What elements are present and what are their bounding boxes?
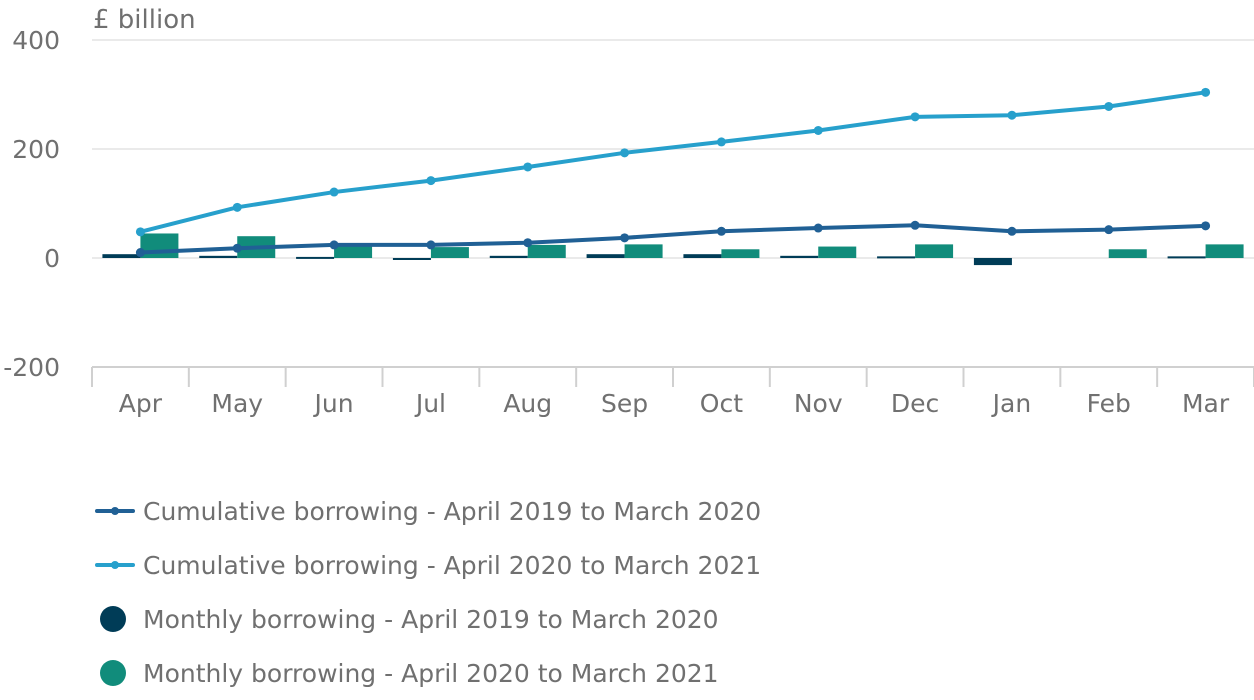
legend-circle-marker — [95, 605, 135, 633]
line-point[interactable] — [813, 223, 823, 233]
line-point[interactable] — [1104, 225, 1114, 235]
line-point[interactable] — [1104, 101, 1114, 111]
line-point[interactable] — [716, 226, 726, 236]
y-tick-label: 200 — [12, 135, 60, 164]
line-point[interactable] — [620, 233, 630, 243]
bar[interactable] — [140, 233, 179, 258]
y-tick-label: 400 — [12, 26, 60, 55]
x-tick-label: Oct — [700, 389, 743, 418]
bars — [102, 233, 1244, 266]
x-tick-label: Jan — [991, 389, 1032, 418]
x-tick-label: Aug — [503, 389, 552, 418]
legend-label: Monthly borrowing - April 2019 to March … — [143, 604, 719, 634]
line-point[interactable] — [620, 148, 630, 158]
bar[interactable] — [334, 244, 373, 258]
x-tick-label: Jul — [414, 389, 446, 418]
bar[interactable] — [392, 258, 431, 260]
line-point[interactable] — [1201, 87, 1211, 97]
line-point[interactable] — [1007, 110, 1017, 120]
bar[interactable] — [721, 249, 760, 258]
legend-line-marker — [95, 551, 135, 579]
bar[interactable] — [527, 244, 566, 258]
bar[interactable] — [877, 256, 916, 259]
bar[interactable] — [683, 254, 722, 258]
bar[interactable] — [915, 244, 954, 258]
legend-item-cumulative-2020[interactable]: Cumulative borrowing - April 2020 to Mar… — [95, 538, 761, 592]
bar[interactable] — [624, 244, 663, 258]
bar[interactable] — [1205, 244, 1244, 258]
line-point[interactable] — [232, 243, 242, 253]
series-line — [138, 90, 1208, 234]
bar[interactable] — [780, 255, 819, 258]
legend-line-marker — [95, 497, 135, 525]
chart-plot: 400 200 0 -200 Apr May Jun Jul Aug Sep Oct Nov Dec J… — [3, 26, 1254, 418]
bar[interactable] — [818, 246, 857, 258]
x-tick-label: Feb — [1087, 389, 1131, 418]
bar[interactable] — [489, 255, 528, 258]
legend-label: Cumulative borrowing - April 2020 to Mar… — [143, 550, 762, 580]
line-point[interactable] — [523, 238, 533, 248]
line-point[interactable] — [232, 202, 242, 212]
x-tick-label: Nov — [794, 389, 843, 418]
bar[interactable] — [586, 254, 625, 258]
line-point[interactable] — [813, 125, 823, 135]
x-tick-label: Dec — [891, 389, 939, 418]
line-point[interactable] — [426, 240, 436, 250]
bar[interactable] — [102, 254, 141, 258]
line-point[interactable] — [329, 240, 339, 250]
x-tick-label: Apr — [119, 389, 163, 418]
y-axis-unit-label: £ billion — [93, 5, 196, 35]
bar[interactable] — [1108, 249, 1147, 258]
legend-label: Cumulative borrowing - April 2019 to Mar… — [143, 496, 762, 526]
y-tick-label: 0 — [44, 244, 60, 273]
line-point[interactable] — [716, 137, 726, 147]
line-point[interactable] — [1201, 221, 1211, 231]
legend-item-monthly-2020[interactable]: Monthly borrowing - April 2020 to March … — [95, 646, 761, 700]
bar[interactable] — [1167, 256, 1206, 259]
series-line — [138, 223, 1208, 255]
line-point[interactable] — [523, 162, 533, 172]
bar[interactable] — [296, 256, 335, 259]
line-point[interactable] — [426, 176, 436, 186]
legend-label: Monthly borrowing - April 2020 to March … — [143, 658, 719, 688]
legend-item-monthly-2019[interactable]: Monthly borrowing - April 2019 to March … — [95, 592, 761, 646]
line-point[interactable] — [135, 248, 145, 258]
bar[interactable] — [430, 247, 469, 258]
bar[interactable] — [199, 255, 238, 258]
line-point[interactable] — [910, 112, 920, 122]
line-point[interactable] — [1007, 226, 1017, 236]
line-point[interactable] — [329, 187, 339, 197]
y-tick-label: -200 — [3, 353, 60, 382]
x-tick-label: May — [211, 389, 263, 418]
bar[interactable] — [973, 258, 1012, 266]
x-axis: Apr May Jun Jul Aug Sep Oct Nov Dec Jan Feb Mar — [91, 367, 1254, 418]
x-tick-label: Jun — [313, 389, 354, 418]
lines — [135, 87, 1211, 258]
y-axis-tick-labels: 400 200 0 -200 — [3, 26, 60, 382]
legend-circle-marker — [95, 659, 135, 687]
x-tick-label: Sep — [601, 389, 648, 418]
chart-legend: Cumulative borrowing - April 2019 to Mar… — [95, 484, 761, 700]
line-point[interactable] — [910, 220, 920, 230]
line-point[interactable] — [135, 227, 145, 237]
x-tick-label: Mar — [1182, 389, 1230, 418]
legend-item-cumulative-2019[interactable]: Cumulative borrowing - April 2019 to Mar… — [95, 484, 761, 538]
